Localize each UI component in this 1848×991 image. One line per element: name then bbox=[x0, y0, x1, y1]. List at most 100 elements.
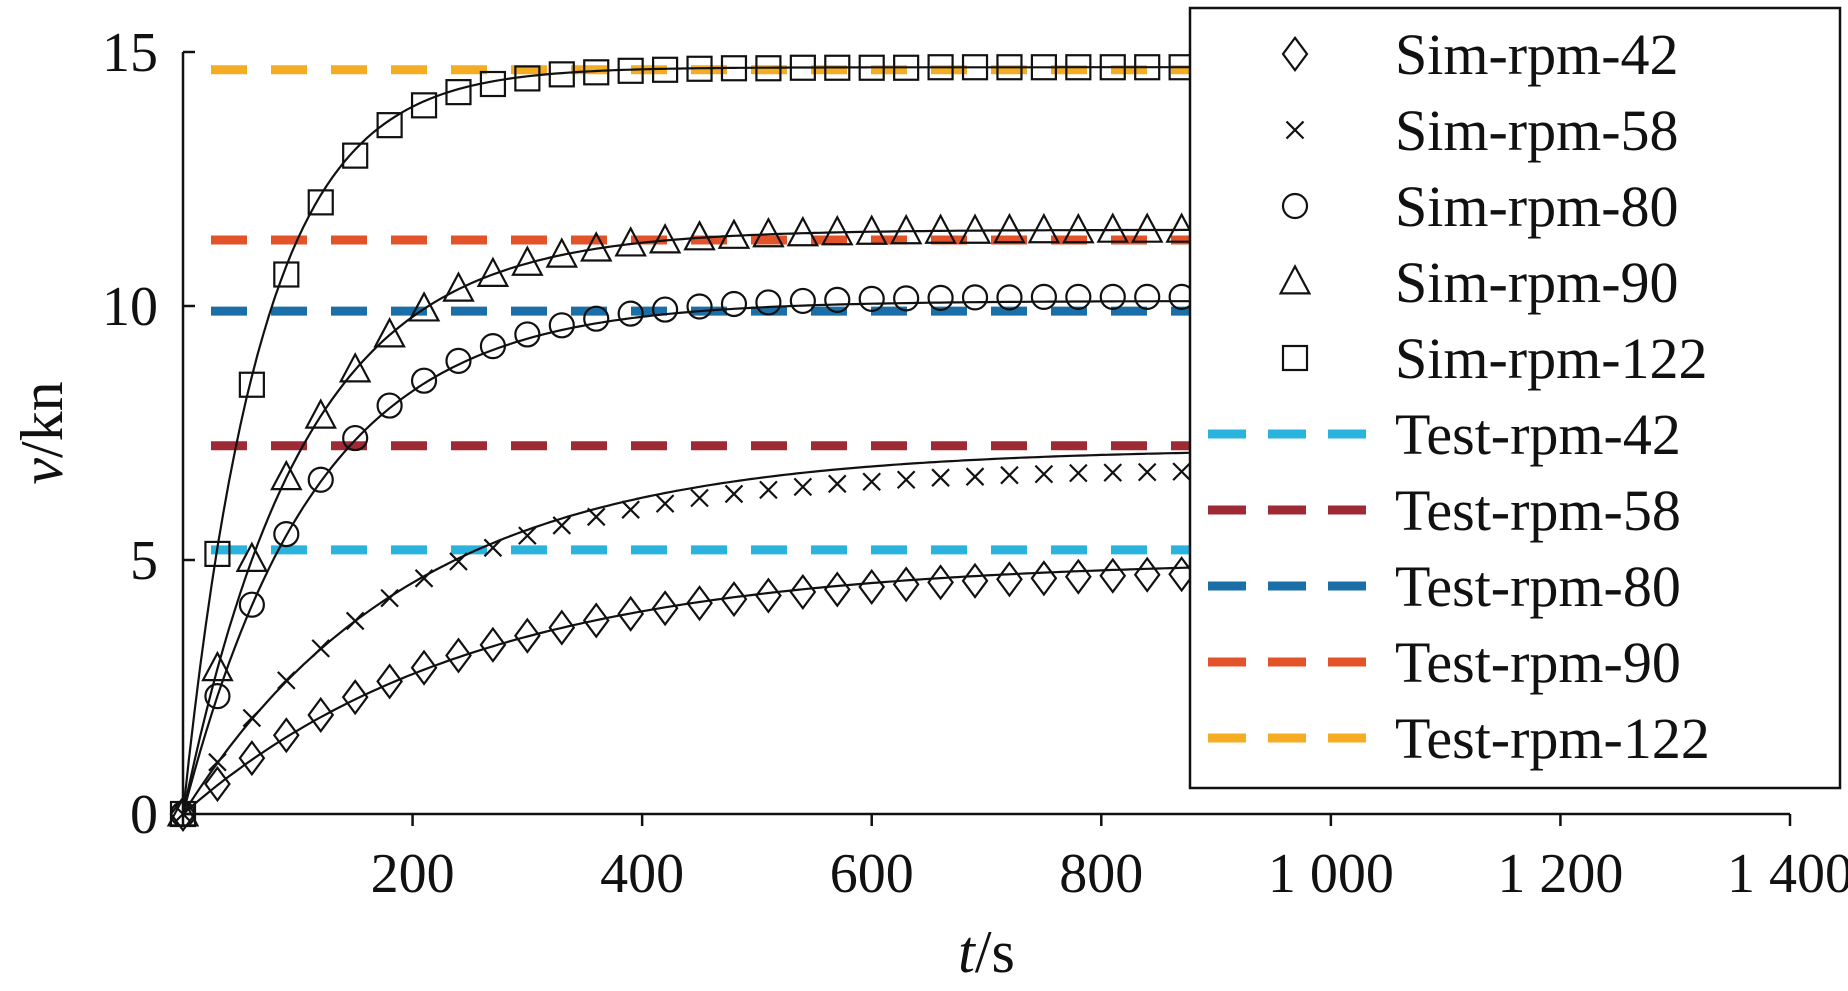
sim-point-sim-rpm-80 bbox=[583, 305, 610, 332]
x-tick-label: 400 bbox=[600, 843, 684, 905]
sim-point-sim-rpm-122 bbox=[307, 189, 334, 216]
sim-point-sim-rpm-58 bbox=[242, 708, 262, 728]
sim-point-sim-rpm-58 bbox=[896, 470, 916, 490]
sim-point-sim-rpm-42 bbox=[1064, 558, 1092, 595]
sim-point-sim-rpm-42 bbox=[1133, 556, 1161, 593]
sim-point-sim-rpm-90 bbox=[1062, 212, 1095, 244]
sim-point-sim-rpm-58 bbox=[449, 552, 468, 571]
sim-point-sim-rpm-90 bbox=[338, 352, 372, 383]
sim-point-sim-rpm-90 bbox=[579, 231, 613, 262]
sim-point-sim-rpm-58 bbox=[759, 480, 778, 500]
sim-point-sim-rpm-122 bbox=[1030, 54, 1057, 81]
sim-point-sim-rpm-80 bbox=[514, 321, 541, 348]
sim-point-sim-rpm-58 bbox=[208, 752, 227, 772]
sim-point-sim-rpm-42 bbox=[720, 581, 748, 618]
sim-point-sim-rpm-122 bbox=[996, 54, 1023, 81]
sim-point-sim-rpm-122 bbox=[514, 65, 541, 92]
sim-point-sim-rpm-90 bbox=[855, 214, 888, 245]
sim-point-sim-rpm-90 bbox=[235, 541, 269, 572]
sim-point-sim-rpm-58 bbox=[793, 477, 813, 497]
sim-point-sim-rpm-42 bbox=[341, 679, 369, 716]
sim-point-sim-rpm-80 bbox=[651, 296, 679, 323]
legend-symbol-sim-rpm-42 bbox=[1281, 35, 1309, 73]
sim-point-sim-rpm-90 bbox=[752, 216, 785, 248]
sim-point-sim-rpm-80 bbox=[1030, 283, 1057, 310]
sim-point-sim-rpm-80 bbox=[720, 290, 748, 318]
sim-point-sim-rpm-58 bbox=[1000, 465, 1019, 485]
sim-curves bbox=[181, 66, 1194, 815]
sim-point-sim-rpm-42 bbox=[169, 795, 197, 833]
sim-point-sim-rpm-122 bbox=[1099, 54, 1126, 81]
sim-point-sim-rpm-42 bbox=[996, 561, 1023, 598]
sim-curve-sim-rpm-80 bbox=[181, 300, 1194, 815]
sim-point-sim-rpm-80 bbox=[893, 285, 920, 312]
sim-point-sim-rpm-58 bbox=[311, 639, 331, 658]
y-axis-title: v/kn bbox=[9, 381, 75, 484]
legend-items: Sim-rpm-42 Sim-rpm-58 Sim-rpm-80 Sim-rpm-90… bbox=[1208, 22, 1710, 771]
sim-point-sim-rpm-58 bbox=[1103, 463, 1123, 482]
sim-point-sim-rpm-42 bbox=[1099, 557, 1127, 594]
sim-curve-sim-rpm-58 bbox=[182, 451, 1194, 815]
sim-point-sim-rpm-80 bbox=[996, 284, 1023, 311]
sim-point-sim-rpm-58 bbox=[621, 500, 640, 519]
sim-point-sim-rpm-58 bbox=[277, 671, 296, 690]
sim-point-sim-rpm-58 bbox=[965, 467, 985, 486]
x-ticks: 200 400 600 800 1 000 1 200 1 400 bbox=[181, 814, 1848, 905]
sim-point-sim-rpm-42 bbox=[755, 577, 782, 614]
sim-point-sim-rpm-80 bbox=[789, 287, 816, 315]
x-tick-label: 200 bbox=[371, 843, 455, 905]
sim-point-sim-rpm-90 bbox=[545, 237, 579, 268]
sim-point-sim-rpm-58 bbox=[552, 516, 572, 535]
legend-symbol-sim-rpm-90 bbox=[1278, 264, 1312, 295]
sim-point-sim-rpm-80 bbox=[858, 285, 885, 312]
sim-point-sim-rpm-90 bbox=[1096, 212, 1129, 243]
sim-point-sim-rpm-90 bbox=[958, 213, 992, 244]
sim-point-sim-rpm-80 bbox=[273, 520, 300, 548]
sim-point-sim-rpm-80 bbox=[1134, 283, 1161, 310]
sim-point-sim-rpm-90 bbox=[614, 226, 647, 257]
sim-point-sim-rpm-122 bbox=[824, 54, 851, 81]
sim-point-sim-rpm-80 bbox=[376, 392, 403, 419]
sim-point-sim-rpm-122 bbox=[548, 61, 575, 88]
sim-point-sim-rpm-42 bbox=[513, 617, 541, 654]
sim-point-sim-rpm-58 bbox=[1137, 462, 1157, 482]
sim-point-sim-rpm-42 bbox=[307, 696, 335, 733]
sim-point-sim-rpm-42 bbox=[238, 740, 266, 777]
sim-point-sim-rpm-58 bbox=[724, 484, 744, 504]
sim-point-sim-rpm-42 bbox=[961, 562, 989, 599]
sim-point-sim-rpm-122 bbox=[376, 112, 403, 139]
sim-point-sim-rpm-122 bbox=[1065, 54, 1092, 81]
sim-point-sim-rpm-80 bbox=[445, 347, 472, 374]
y-axis-unit: /kn bbox=[9, 381, 75, 458]
sim-point-sim-rpm-80 bbox=[1099, 283, 1126, 310]
legend-symbol-sim-rpm-58 bbox=[1285, 120, 1305, 140]
legend: Sim-rpm-42 Sim-rpm-58 Sim-rpm-80 Sim-rpm-90… bbox=[1188, 6, 1842, 790]
sim-point-sim-rpm-80 bbox=[548, 312, 575, 339]
sim-point-sim-rpm-122 bbox=[410, 92, 438, 119]
sim-point-sim-rpm-80 bbox=[1065, 283, 1092, 310]
x-tick-label: 800 bbox=[1059, 843, 1143, 905]
sim-point-sim-rpm-90 bbox=[476, 256, 510, 288]
legend-symbol-sim-rpm-122 bbox=[1281, 344, 1309, 372]
legend-symbol-sim-rpm-80 bbox=[1281, 192, 1309, 220]
sim-point-sim-rpm-122 bbox=[755, 55, 782, 82]
sim-point-sim-rpm-90 bbox=[407, 291, 441, 322]
sim-point-sim-rpm-90 bbox=[442, 271, 475, 302]
sim-point-sim-rpm-42 bbox=[858, 568, 886, 605]
sim-point-sim-rpm-42 bbox=[651, 590, 679, 627]
sim-point-sim-rpm-90 bbox=[304, 398, 337, 429]
sim-point-sim-rpm-80 bbox=[686, 293, 713, 320]
sim-point-sim-rpm-58 bbox=[1172, 462, 1191, 481]
x-tick-label: 1 000 bbox=[1268, 843, 1394, 905]
sim-point-sim-rpm-122 bbox=[789, 54, 816, 81]
sim-point-sim-rpm-122 bbox=[893, 54, 920, 81]
sim-point-sim-rpm-90 bbox=[648, 223, 682, 254]
sim-point-sim-rpm-58 bbox=[1034, 464, 1054, 484]
sim-point-sim-rpm-42 bbox=[479, 626, 507, 663]
sim-point-sim-rpm-122 bbox=[617, 57, 644, 84]
x-axis-variable: t bbox=[958, 919, 976, 985]
sim-point-sim-rpm-42 bbox=[617, 595, 645, 632]
y-tick-label: 10 bbox=[102, 276, 158, 338]
sim-point-sim-rpm-58 bbox=[483, 538, 503, 558]
